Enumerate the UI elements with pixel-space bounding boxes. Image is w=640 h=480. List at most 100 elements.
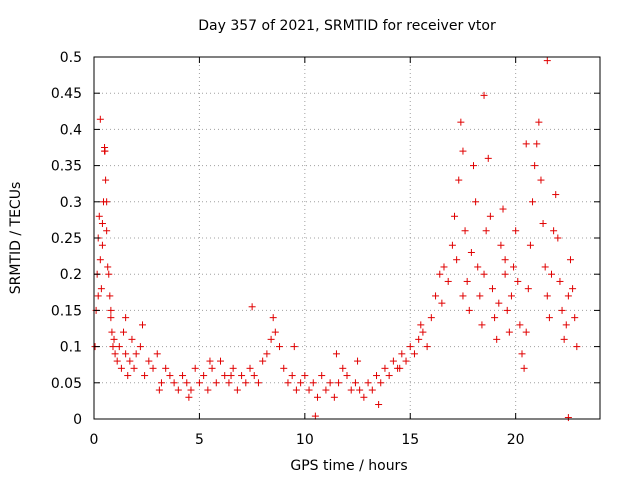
data-point (486, 212, 494, 220)
data-point (271, 328, 279, 336)
data-point (153, 350, 161, 358)
data-point (419, 328, 427, 336)
data-point (402, 357, 410, 365)
data-point (254, 379, 262, 387)
data-point (250, 372, 258, 380)
data-point (110, 335, 118, 343)
data-point (554, 234, 562, 242)
data-point (375, 401, 383, 409)
data-point (102, 176, 110, 184)
data-point (474, 263, 482, 271)
data-point (495, 299, 503, 307)
data-point (305, 386, 313, 394)
data-point (455, 176, 463, 184)
y-tick-label: 0.45 (51, 86, 82, 102)
data-point (195, 379, 203, 387)
data-point (491, 314, 499, 322)
data-point (550, 227, 558, 235)
data-point (97, 285, 105, 293)
data-point (208, 364, 216, 372)
data-point (290, 343, 298, 351)
data-point (562, 321, 570, 329)
y-tick-label: 0 (73, 412, 82, 428)
data-point (501, 256, 509, 264)
data-point (360, 393, 368, 401)
data-point (141, 372, 149, 380)
data-point (284, 379, 292, 387)
grid-lines (94, 57, 600, 419)
data-point (98, 220, 106, 228)
data-point (510, 263, 518, 271)
data-point (560, 335, 568, 343)
data-point (356, 386, 364, 394)
data-point (105, 270, 113, 278)
data-point (526, 241, 534, 249)
data-point (124, 372, 132, 380)
y-tick-label: 0.3 (60, 195, 82, 211)
data-point (499, 205, 507, 213)
x-tick-labels: 0 5 10 15 20 (90, 432, 525, 448)
data-point (522, 328, 530, 336)
data-point (233, 386, 241, 394)
data-point (166, 372, 174, 380)
data-point (288, 372, 296, 380)
data-point (573, 343, 581, 351)
data-point (432, 292, 440, 300)
data-point (155, 386, 163, 394)
data-point (415, 335, 423, 343)
data-point (221, 372, 229, 380)
data-point (309, 379, 317, 387)
y-tick-label: 0.25 (51, 231, 82, 247)
data-point (351, 379, 359, 387)
data-point (301, 372, 309, 380)
data-point (227, 372, 235, 380)
data-point (467, 248, 475, 256)
data-point (558, 306, 566, 314)
data-point (364, 379, 372, 387)
data-point (132, 350, 140, 358)
data-point (522, 140, 530, 148)
data-point (524, 285, 532, 293)
data-point (103, 227, 111, 235)
data-point (145, 357, 153, 365)
data-point (204, 386, 212, 394)
data-point (101, 147, 109, 155)
data-point (503, 306, 511, 314)
x-tick-label: 20 (507, 432, 525, 448)
data-point (381, 364, 389, 372)
data-point (427, 314, 435, 322)
data-point (472, 198, 480, 206)
data-point (149, 364, 157, 372)
data-point (385, 372, 393, 380)
data-point (556, 277, 564, 285)
data-point (453, 256, 461, 264)
data-point (516, 321, 524, 329)
data-point (98, 241, 106, 249)
data-point (136, 343, 144, 351)
data-point (501, 270, 509, 278)
data-point (457, 118, 465, 126)
data-point (465, 306, 473, 314)
data-point (569, 285, 577, 293)
chart-title: Day 357 of 2021, SRMTID for receiver vto… (198, 18, 496, 34)
data-point (347, 386, 355, 394)
data-point (571, 314, 579, 322)
data-point (505, 328, 513, 336)
data-point (297, 379, 305, 387)
data-point (545, 314, 553, 322)
data-point (531, 162, 539, 170)
data-point (318, 372, 326, 380)
data-point (212, 379, 220, 387)
data-point (343, 372, 351, 380)
data-point (191, 364, 199, 372)
data-point (185, 393, 193, 401)
data-point (179, 372, 187, 380)
data-point (482, 227, 490, 235)
data-point (117, 364, 125, 372)
x-axis-label: GPS time / hours (290, 458, 407, 474)
x-tick-label: 0 (90, 432, 99, 448)
data-point (438, 299, 446, 307)
data-point (470, 162, 477, 170)
data-point (206, 357, 214, 365)
